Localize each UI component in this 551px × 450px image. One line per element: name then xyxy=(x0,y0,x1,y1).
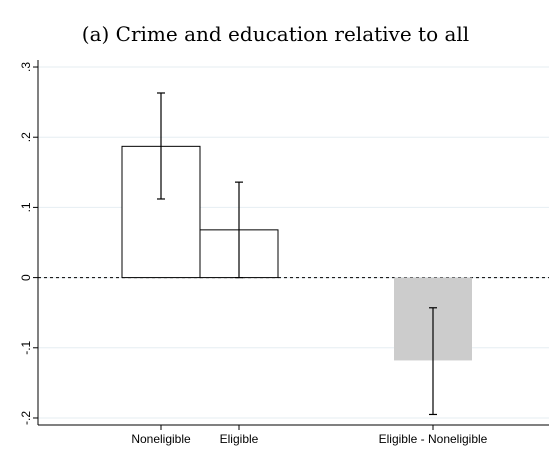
x-axis-ticks: Noneligible Eligible Eligible - Noneligibl… xyxy=(131,425,488,446)
x-tick-label: Eligible - Noneligible xyxy=(379,432,488,446)
x-tick-label: Eligible xyxy=(220,432,259,446)
x-tick-label: Noneligible xyxy=(131,432,191,446)
y-tick-label: .3 xyxy=(19,62,33,72)
bar xyxy=(121,145,201,279)
y-tick-label: -.2 xyxy=(19,411,33,425)
error-bars xyxy=(157,92,437,416)
bars xyxy=(121,145,472,361)
y-tick-label: .2 xyxy=(19,132,33,142)
y-tick-label: 0 xyxy=(19,274,33,281)
y-tick-label: .1 xyxy=(19,202,33,212)
y-tick-label: -.1 xyxy=(19,340,33,354)
grid-lines xyxy=(38,66,549,419)
chart-title: (a) Crime and education relative to all xyxy=(81,22,470,46)
axes xyxy=(37,60,549,426)
y-axis-ticks: .3 .2 .1 0 -.1 -.2 xyxy=(19,62,38,425)
